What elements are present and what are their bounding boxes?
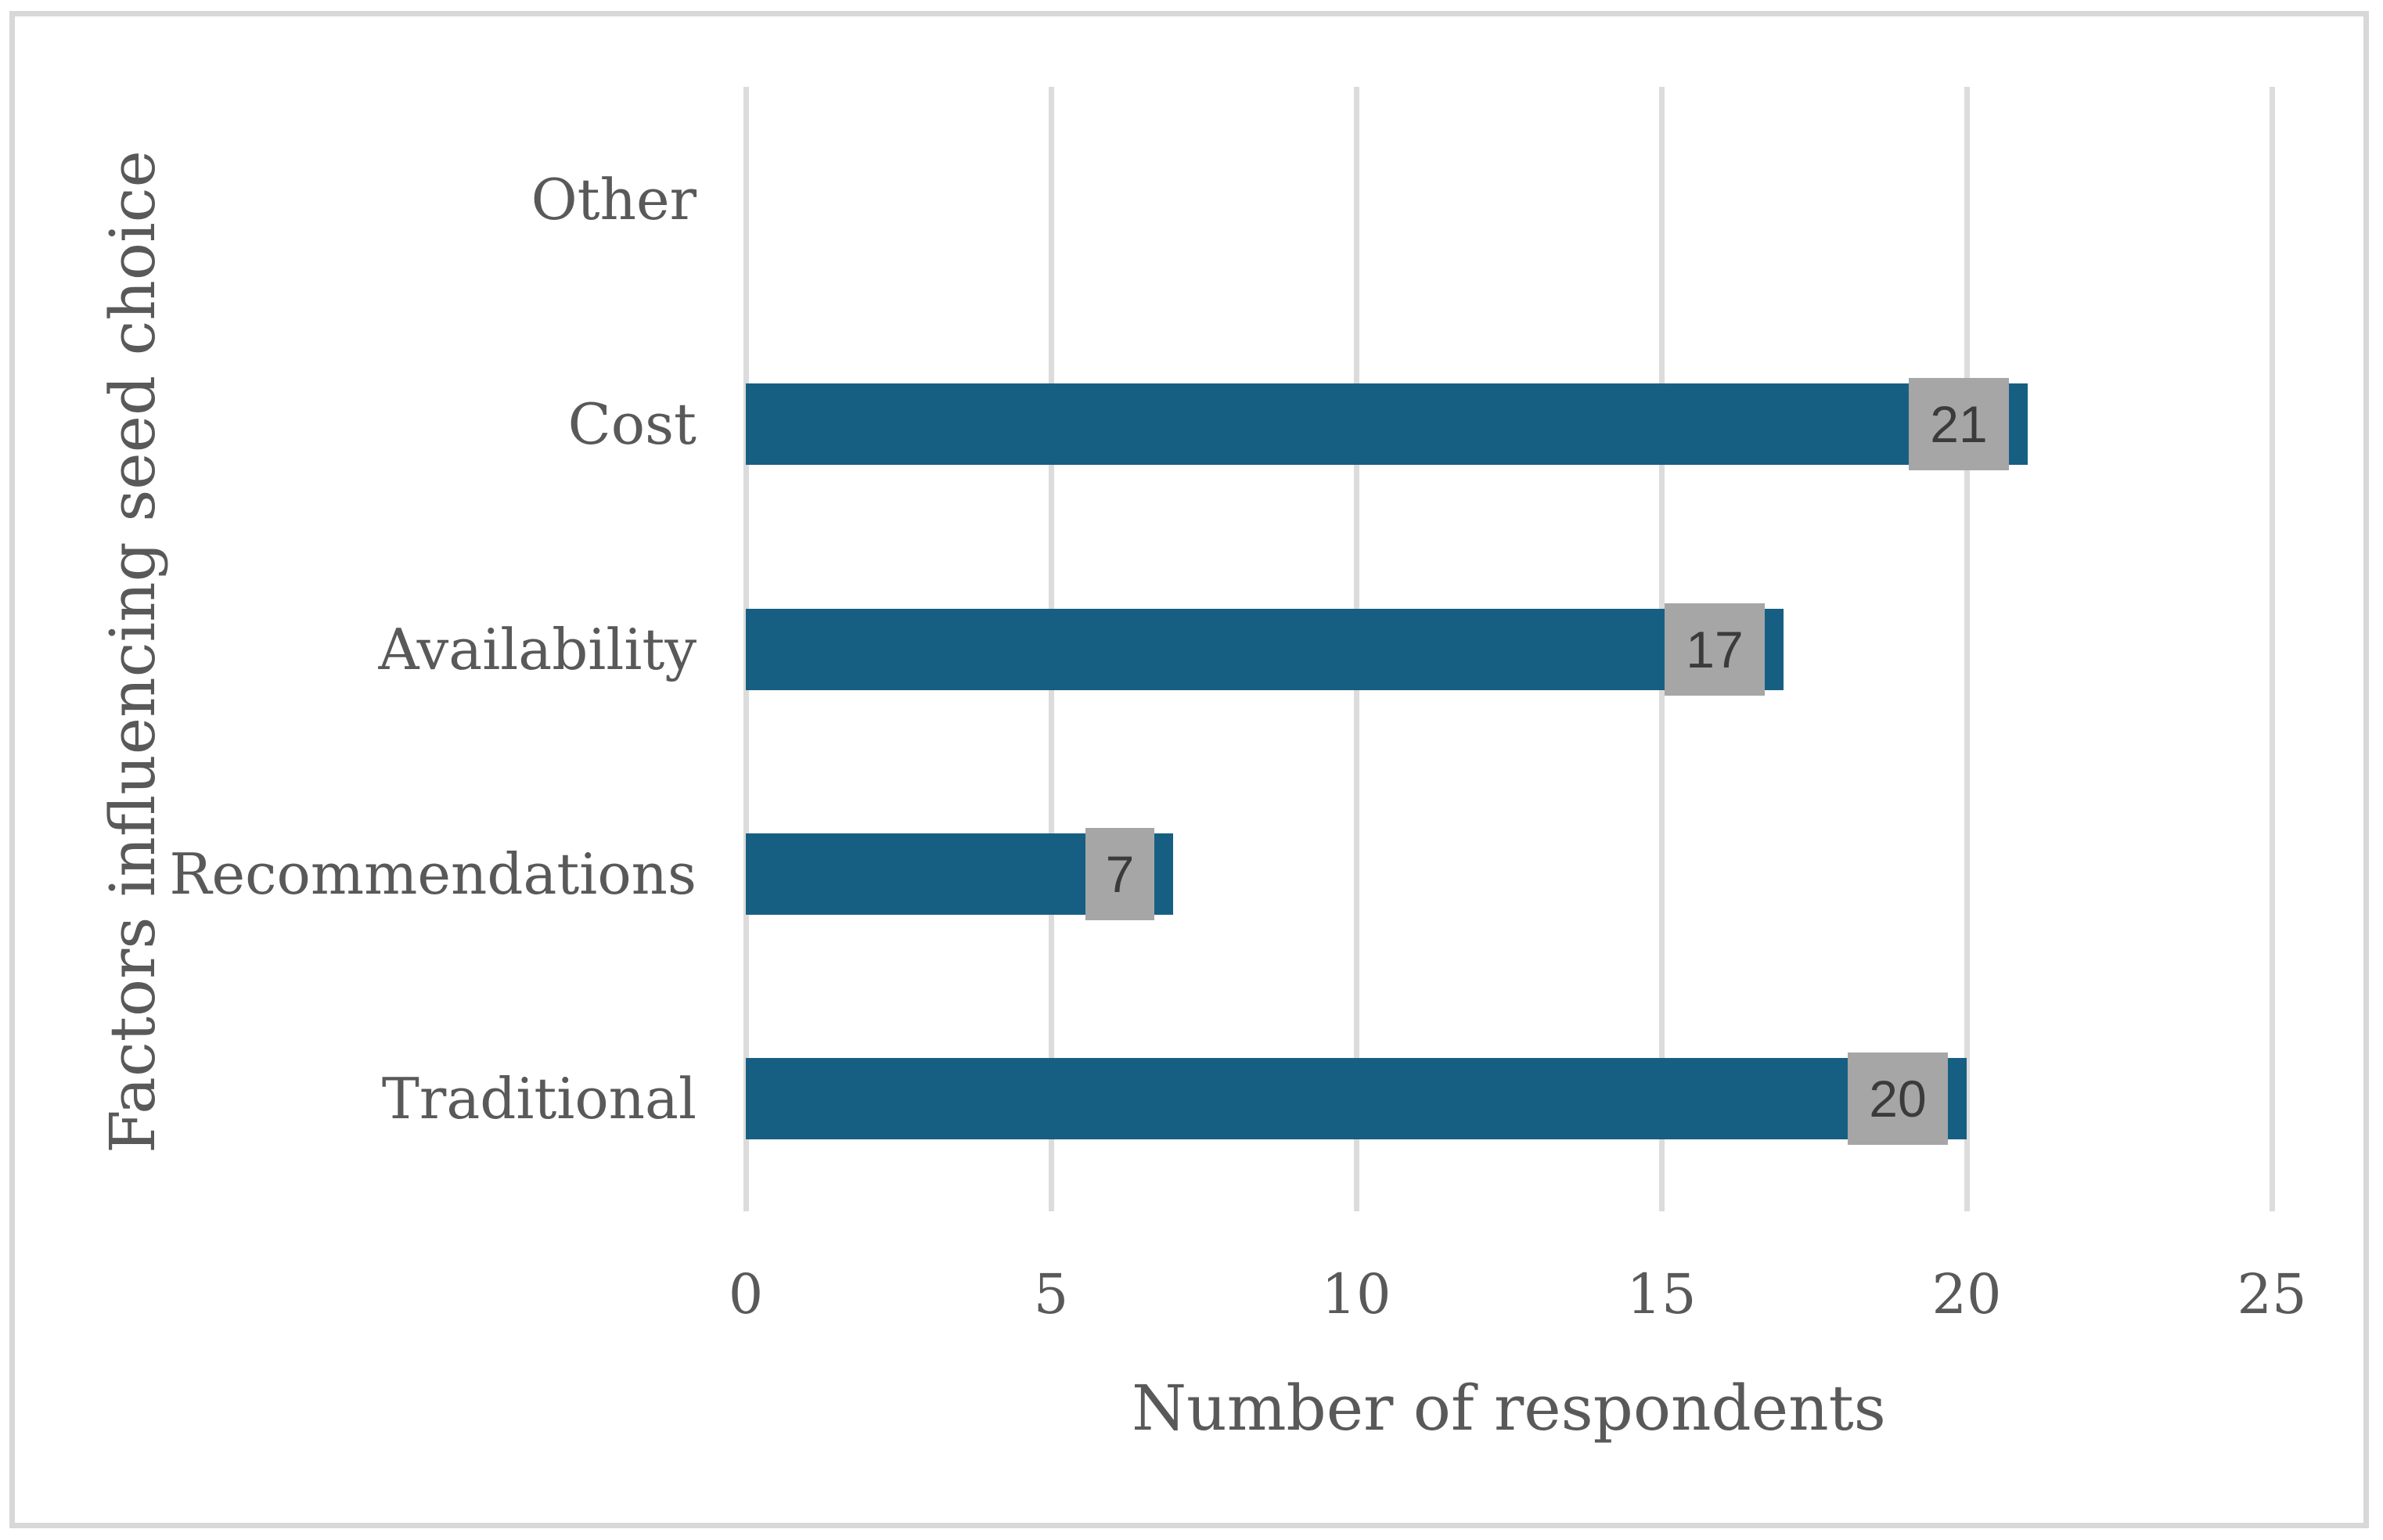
x-tick-5: 5 <box>1033 1262 1069 1326</box>
category-label-traditional: Traditional <box>381 1066 697 1132</box>
x-tick-15: 15 <box>1626 1262 1697 1326</box>
x-tick-25: 25 <box>2237 1262 2307 1326</box>
gridline-25 <box>2270 87 2275 1211</box>
category-label-other: Other <box>531 166 697 232</box>
gridline-20 <box>1964 87 1970 1211</box>
value-label-availability: 17 <box>1665 603 1765 696</box>
category-label-availability: Availability <box>378 616 697 682</box>
value-label-traditional: 20 <box>1848 1052 1948 1146</box>
category-label-recommendations: Recommendations <box>169 840 697 907</box>
figure-border <box>9 11 2369 1528</box>
value-label-recommendations: 7 <box>1085 827 1154 920</box>
x-tick-0: 0 <box>728 1262 764 1326</box>
x-tick-10: 10 <box>1321 1262 1391 1326</box>
bar-cost <box>746 383 2028 466</box>
category-label-cost: Cost <box>567 391 697 458</box>
bar-availability <box>746 608 1784 690</box>
x-axis-title: Number of respondents <box>1132 1372 1886 1445</box>
value-label-cost: 21 <box>1909 378 2009 471</box>
x-tick-20: 20 <box>1931 1262 2002 1326</box>
bar-traditional <box>746 1058 1967 1140</box>
